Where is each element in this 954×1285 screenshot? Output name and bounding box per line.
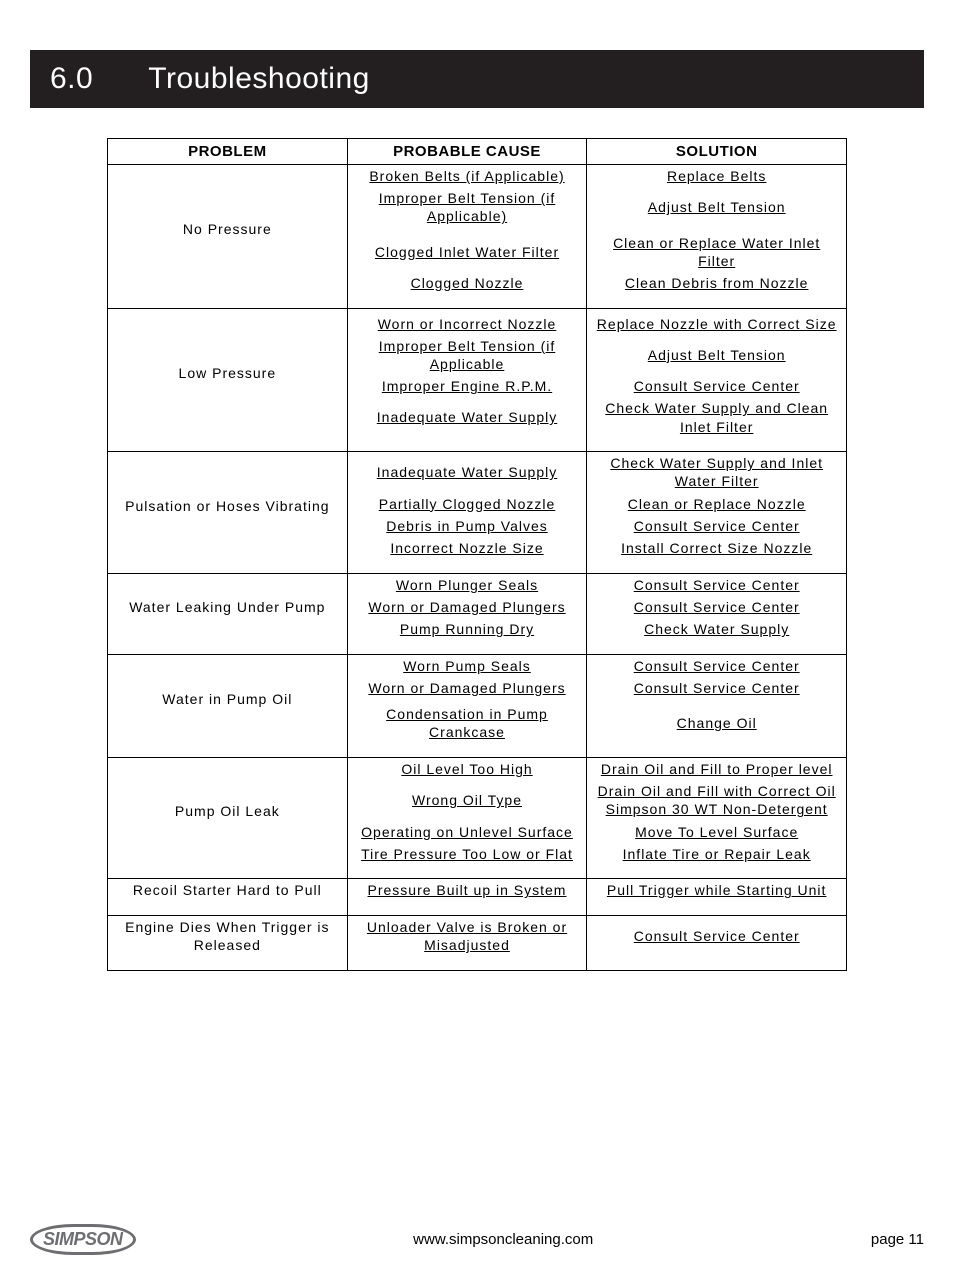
cause-cell: Clogged Inlet Water Filter: [347, 232, 587, 272]
cause-cell: Pressure Built up in System: [347, 879, 587, 902]
solution-cell: Clean Debris from Nozzle: [587, 272, 847, 294]
group-separator: [108, 902, 847, 916]
cause-cell: Worn or Incorrect Nozzle: [347, 313, 587, 335]
table-row: Water Leaking Under PumpWorn Plunger Sea…: [108, 573, 847, 596]
solution-cell: Clean or Replace Nozzle: [587, 493, 847, 515]
cause-cell: Broken Belts (if Applicable): [347, 165, 587, 188]
page-footer: SIMPSON www.simpsoncleaning.com page 11: [0, 1224, 954, 1255]
cause-cell: Unloader Valve is Broken or Misadjusted: [347, 916, 587, 957]
group-separator: [108, 294, 847, 308]
cause-cell: Improper Belt Tension (if Applicable: [347, 335, 587, 375]
header-problem: PROBLEM: [108, 139, 348, 165]
solution-cell: Replace Belts: [587, 165, 847, 188]
group-separator: [108, 957, 847, 971]
section-title: Troubleshooting: [148, 62, 370, 95]
solution-cell: Inflate Tire or Repair Leak: [587, 843, 847, 865]
solution-cell: Check Water Supply and Inlet Water Filte…: [587, 452, 847, 493]
table-row: Pulsation or Hoses VibratingInadequate W…: [108, 452, 847, 493]
cause-cell: Inadequate Water Supply: [347, 452, 587, 493]
cause-cell: Partially Clogged Nozzle: [347, 493, 587, 515]
solution-cell: Install Correct Size Nozzle: [587, 537, 847, 559]
problem-cell: Engine Dies When Trigger is Released: [108, 916, 348, 957]
cause-cell: Incorrect Nozzle Size: [347, 537, 587, 559]
solution-cell: Consult Service Center: [587, 573, 847, 596]
group-separator: [108, 559, 847, 573]
cause-cell: Worn or Damaged Plungers: [347, 596, 587, 618]
cause-cell: Worn or Damaged Plungers: [347, 677, 587, 699]
table-body: No PressureBroken Belts (if Applicable)R…: [108, 165, 847, 971]
cause-cell: Clogged Nozzle: [347, 272, 587, 294]
table-header-row: PROBLEM PROBABLE CAUSE SOLUTION: [108, 139, 847, 165]
problem-cell: Pump Oil Leak: [108, 758, 348, 865]
table-row: Water in Pump OilWorn Pump SealsConsult …: [108, 654, 847, 677]
solution-cell: Move To Level Surface: [587, 821, 847, 843]
solution-cell: Adjust Belt Tension: [587, 187, 847, 227]
section-heading: 6.0 Troubleshooting: [30, 50, 924, 108]
solution-cell: Drain Oil and Fill to Proper level: [587, 758, 847, 781]
table-row: Recoil Starter Hard to PullPressure Buil…: [108, 879, 847, 902]
solution-cell: Drain Oil and Fill with Correct Oil Simp…: [587, 780, 847, 820]
solution-cell: Change Oil: [587, 703, 847, 743]
cause-cell: Worn Pump Seals: [347, 654, 587, 677]
solution-cell: Adjust Belt Tension: [587, 335, 847, 375]
group-separator: [108, 640, 847, 654]
group-separator: [108, 865, 847, 879]
header-solution: SOLUTION: [587, 139, 847, 165]
solution-cell: Check Water Supply and Clean Inlet Filte…: [587, 397, 847, 437]
solution-cell: Replace Nozzle with Correct Size: [587, 313, 847, 335]
cause-cell: Improper Belt Tension (if Applicable): [347, 187, 587, 227]
cause-cell: Inadequate Water Supply: [347, 397, 587, 437]
solution-cell: Check Water Supply: [587, 618, 847, 640]
solution-cell: Consult Service Center: [587, 916, 847, 957]
group-separator: [108, 744, 847, 758]
table-row: No PressureBroken Belts (if Applicable)R…: [108, 165, 847, 188]
page-number: page 11: [871, 1231, 924, 1248]
header-cause: PROBABLE CAUSE: [347, 139, 587, 165]
solution-cell: Consult Service Center: [587, 515, 847, 537]
cause-cell: Improper Engine R.P.M.: [347, 375, 587, 397]
solution-cell: Pull Trigger while Starting Unit: [587, 879, 847, 902]
cause-cell: Worn Plunger Seals: [347, 573, 587, 596]
table-row: Engine Dies When Trigger is ReleasedUnlo…: [108, 916, 847, 957]
section-number: 6.0: [50, 62, 140, 96]
solution-cell: Consult Service Center: [587, 677, 847, 699]
document-page: 6.0 Troubleshooting PROBLEM PROBABLE CAU…: [0, 50, 954, 1285]
simpson-logo: SIMPSON: [30, 1224, 136, 1255]
footer-url: www.simpsoncleaning.com: [136, 1231, 871, 1248]
cause-cell: Pump Running Dry: [347, 618, 587, 640]
cause-cell: Operating on Unlevel Surface: [347, 821, 587, 843]
problem-cell: Recoil Starter Hard to Pull: [108, 879, 348, 902]
solution-cell: Clean or Replace Water Inlet Filter: [587, 232, 847, 272]
cause-cell: Tire Pressure Too Low or Flat: [347, 843, 587, 865]
problem-cell: No Pressure: [108, 165, 348, 295]
cause-cell: Oil Level Too High: [347, 758, 587, 781]
problem-cell: Low Pressure: [108, 308, 348, 438]
problem-cell: Pulsation or Hoses Vibrating: [108, 452, 348, 559]
problem-cell: Water Leaking Under Pump: [108, 573, 348, 640]
cause-cell: Debris in Pump Valves: [347, 515, 587, 537]
solution-cell: Consult Service Center: [587, 654, 847, 677]
solution-cell: Consult Service Center: [587, 596, 847, 618]
problem-cell: Water in Pump Oil: [108, 654, 348, 743]
solution-cell: Consult Service Center: [587, 375, 847, 397]
cause-cell: Wrong Oil Type: [347, 780, 587, 820]
troubleshooting-table: PROBLEM PROBABLE CAUSE SOLUTION No Press…: [107, 138, 847, 971]
table-row: Pump Oil LeakOil Level Too HighDrain Oil…: [108, 758, 847, 781]
cause-cell: Condensation in Pump Crankcase: [347, 703, 587, 743]
group-separator: [108, 438, 847, 452]
